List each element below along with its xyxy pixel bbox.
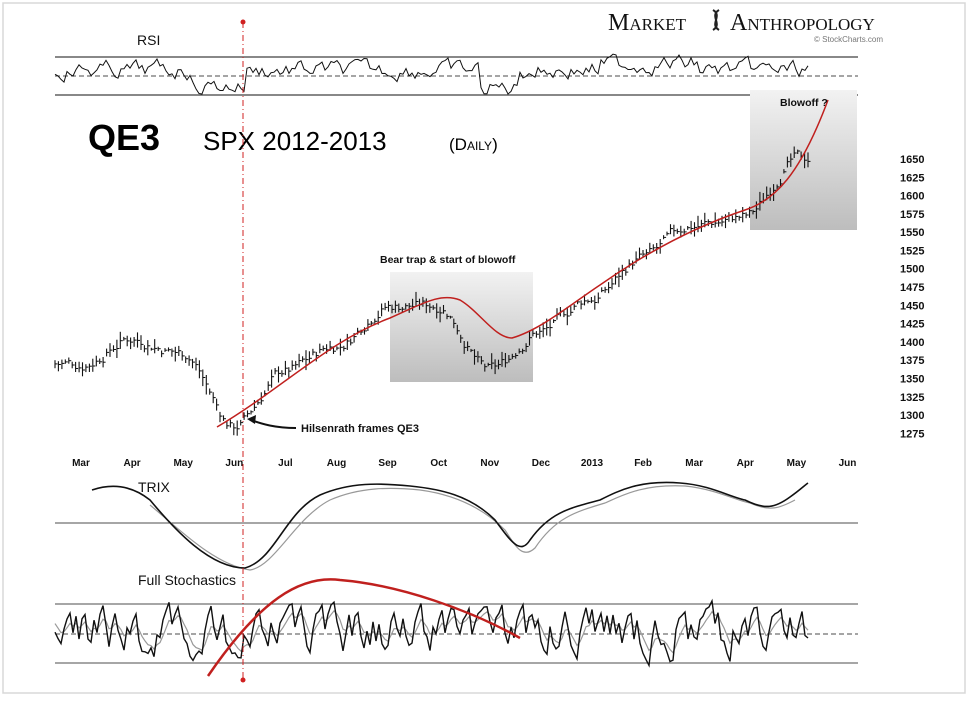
rsi-panel: RSI [54,32,858,96]
x-axis: Mar Apr May Jun Jul Aug Sep Oct Nov Dec 2013 Feb Mar… [72,458,856,469]
x-tick-label: May [173,458,193,469]
y-tick-label: 1575 [900,209,924,221]
rsi-line [54,53,809,95]
x-tick-label: 2013 [581,458,604,469]
x-tick-label: Feb [634,458,652,469]
annotation-bear-trap: Bear trap & start of blowoff [380,254,516,266]
x-tick-label: Jun [839,458,857,469]
x-tick-label: Aug [327,458,346,469]
y-tick-label: 1625 [900,172,924,184]
price-series [54,146,811,436]
bear-trap-box [390,272,533,382]
trend-line [216,99,829,428]
trix-label: TRIX [138,479,171,495]
y-tick-label: 1525 [900,245,924,257]
arrow-head-icon [247,415,256,424]
qe3-marker-dot-bottom [240,677,246,683]
y-tick-label: 1650 [900,154,924,166]
stochastics-arc [206,578,521,677]
x-tick-label: Mar [685,458,703,469]
y-tick-label: 1450 [900,300,924,312]
dna-icon [712,9,720,31]
price-panel: QE3 SPX 2012-2013 (Daily) Bear trap & st… [54,90,924,469]
y-tick-label: 1325 [900,392,924,404]
brand-word1: Market [608,10,687,36]
trix-line [91,481,809,569]
brand-word2: Anthropology [730,10,875,36]
y-tick-label: 1400 [900,337,924,349]
y-axis: 1275 1300 1325 1350 1375 1400 1425 1450 1475 1500… [900,154,924,440]
trix-signal-line [149,485,796,571]
blowoff-box [750,90,857,230]
y-tick-label: 1550 [900,227,924,239]
y-tick-label: 1475 [900,282,924,294]
credit-text: © StockCharts.com [814,35,883,44]
y-tick-label: 1600 [900,191,924,203]
stochastics-label: Full Stochastics [138,572,236,588]
stochastics-k-line [54,598,809,668]
qe3-marker-dot-top [240,19,246,25]
x-tick-label: Apr [737,458,754,469]
chart-title: QE3 [88,117,160,158]
x-tick-label: Nov [480,458,499,469]
trix-panel: TRIX [55,479,858,571]
y-tick-label: 1275 [900,428,924,440]
annotation-qe3: Hilsenrath frames QE3 [301,423,419,435]
x-tick-label: Jun [225,458,243,469]
y-tick-label: 1350 [900,374,924,386]
y-tick-label: 1375 [900,355,924,367]
chart-subtitle-note: (Daily) [449,135,498,154]
x-tick-label: Oct [430,458,447,469]
stochastics-panel: Full Stochastics [54,572,858,677]
rsi-label: RSI [137,32,160,48]
x-tick-label: Apr [123,458,140,469]
x-tick-label: Jul [278,458,293,469]
y-tick-label: 1300 [900,410,924,422]
y-tick-label: 1425 [900,319,924,331]
x-tick-label: Sep [378,458,396,469]
annotation-blowoff: Blowoff ? [780,97,828,109]
x-tick-label: May [787,458,807,469]
x-tick-label: Mar [72,458,90,469]
y-tick-label: 1500 [900,264,924,276]
x-tick-label: Dec [532,458,551,469]
chart-subtitle: SPX 2012-2013 [203,126,387,156]
